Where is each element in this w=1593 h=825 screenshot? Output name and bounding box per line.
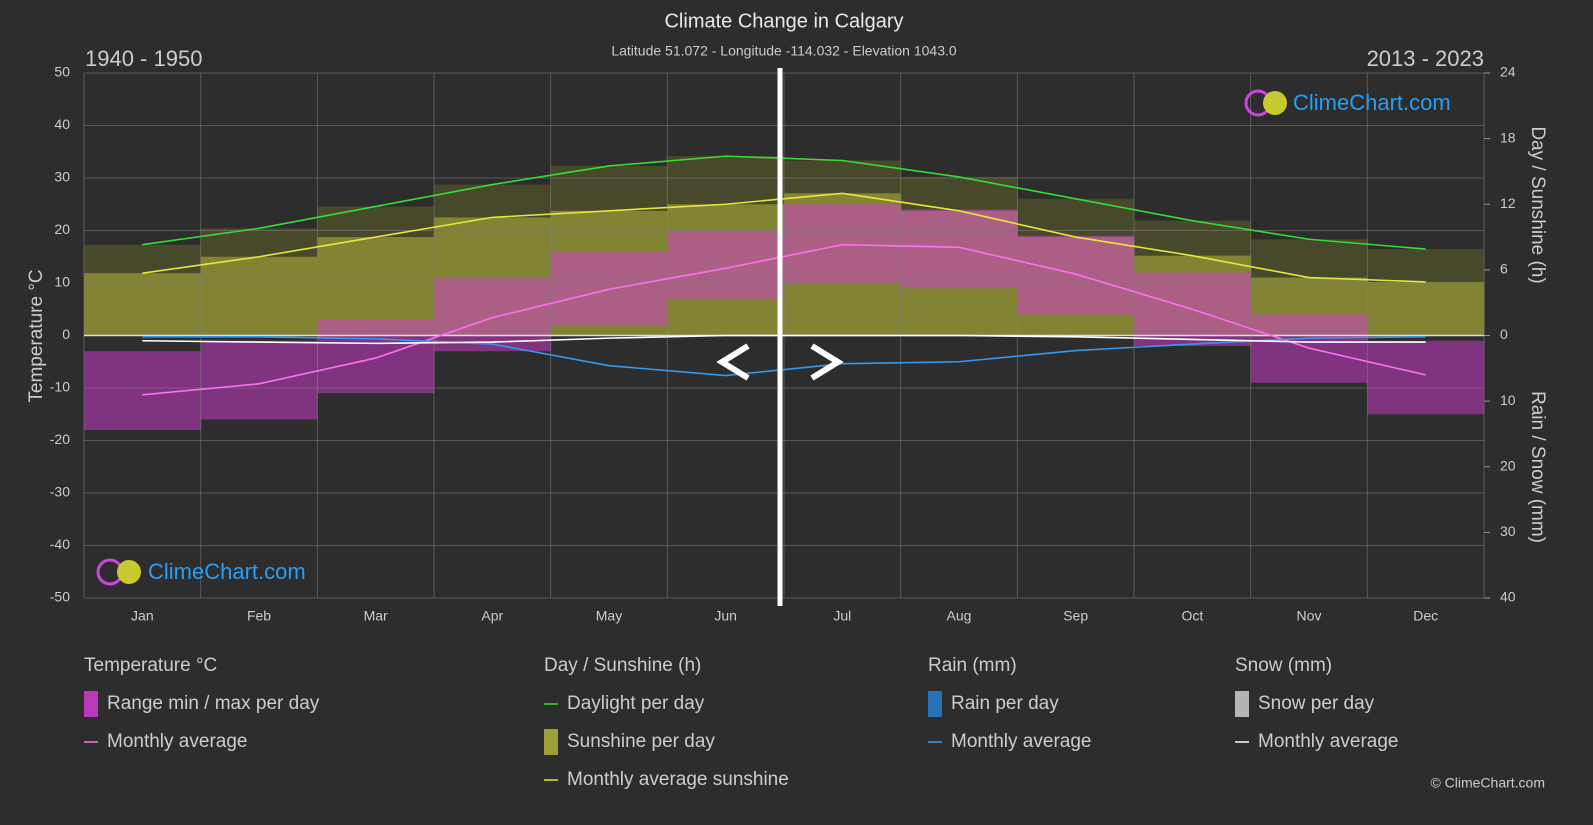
legend: Temperature °C Range min / max per day Mon… <box>84 655 1398 790</box>
y3-tick-label: 20 <box>1500 457 1516 473</box>
series-line <box>142 192 1426 283</box>
y2-tick-label: 0 <box>1500 326 1508 342</box>
y-tick-label: -20 <box>50 431 70 447</box>
legend-label: Daylight per day <box>567 693 705 714</box>
y2-tick-label: 18 <box>1500 129 1516 145</box>
x-tick-label: Jan <box>131 608 154 624</box>
legend-label: Monthly average <box>951 731 1091 752</box>
y-tick-label: 50 <box>54 64 70 80</box>
legend-swatch-box <box>544 729 558 755</box>
legend-label: Sunshine per day <box>567 731 715 752</box>
chart-title: Climate Change in Calgary <box>664 10 903 32</box>
x-tick-label: Aug <box>947 608 972 624</box>
y-tick-label: -30 <box>50 484 70 500</box>
prev-arrow[interactable] <box>716 343 750 381</box>
watermark: ClimeChart.com <box>1293 90 1451 115</box>
y-axis-label: Temperature °C <box>26 269 47 402</box>
x-tick-label: May <box>596 608 622 624</box>
sunshine-bar <box>317 237 435 336</box>
legend-label: Range min / max per day <box>107 693 320 714</box>
y-tick-label: -50 <box>50 589 70 605</box>
temp-range <box>1017 235 1135 315</box>
temp-range <box>550 251 668 325</box>
y3-tick-label: 40 <box>1500 589 1516 605</box>
sunshine-bar <box>1367 281 1485 336</box>
y-tick-label: 0 <box>62 326 70 342</box>
legend-label: Monthly average sunshine <box>567 769 789 790</box>
series-line <box>142 243 1426 396</box>
period-right: 2013 - 2023 <box>1367 46 1484 71</box>
temp-range <box>1367 340 1485 415</box>
x-tick-label: Nov <box>1297 608 1322 624</box>
x-tick-label: Dec <box>1413 608 1438 624</box>
y2-tick-label: 6 <box>1500 261 1508 277</box>
legend-swatch-box <box>1235 691 1249 717</box>
legend-swatch-box <box>84 691 98 717</box>
logo-top: ClimeChart.com <box>1244 89 1451 117</box>
series-line <box>142 336 1426 377</box>
period-left: 1940 - 1950 <box>85 46 202 71</box>
x-tick-label: Mar <box>364 608 388 624</box>
legend-label: Monthly average <box>1258 731 1398 752</box>
watermark: ClimeChart.com <box>148 559 306 584</box>
y3-tick-label: 30 <box>1500 523 1516 539</box>
y-tick-label: 20 <box>54 221 70 237</box>
y-tick-label: 40 <box>54 116 70 132</box>
x-tick-label: Apr <box>481 608 503 624</box>
series-line <box>142 155 1426 250</box>
temp-range <box>317 319 435 394</box>
y3-axis-label: Rain / Snow (mm) <box>1527 391 1548 543</box>
y-tick-label: -10 <box>50 379 70 395</box>
legend-label: Rain per day <box>951 693 1059 714</box>
series-line <box>142 334 1426 345</box>
temp-range <box>900 209 1018 289</box>
legend-title: Temperature °C <box>84 655 217 676</box>
legend-title: Day / Sunshine (h) <box>544 655 701 676</box>
temp-range <box>200 340 318 420</box>
x-tick-label: Oct <box>1181 608 1203 624</box>
temp-range <box>434 277 552 352</box>
legend-label: Monthly average <box>107 731 247 752</box>
x-tick-label: Jun <box>714 608 737 624</box>
next-arrow[interactable] <box>810 343 844 381</box>
x-tick-label: Feb <box>247 608 271 624</box>
legend-swatch-box <box>928 691 942 717</box>
y2-tick-label: 24 <box>1500 64 1516 80</box>
y-tick-label: -40 <box>50 536 70 552</box>
y-tick-label: 30 <box>54 169 70 185</box>
y2-axis-label: Day / Sunshine (h) <box>1527 126 1548 283</box>
legend-label: Snow per day <box>1258 693 1375 714</box>
logo-sun <box>117 560 141 584</box>
copyright: © ClimeChart.com <box>1430 775 1545 791</box>
logo-bottom: ClimeChart.com <box>96 558 306 586</box>
chart-subtitle: Latitude 51.072 - Longitude -114.032 - E… <box>611 43 957 59</box>
y-tick-label: 10 <box>54 274 70 290</box>
logo-sun <box>1263 91 1287 115</box>
sunshine-bar <box>84 273 202 336</box>
legend-title: Snow (mm) <box>1235 655 1332 676</box>
sunshine-bar <box>200 256 318 336</box>
temp-range <box>667 230 785 299</box>
temp-range <box>784 204 902 283</box>
plot-area: -50 -40 -30 -20 -10 0 10 20 30 40 50 0 6 12 18 24 10 20 30… <box>50 64 1516 624</box>
legend-title: Rain (mm) <box>928 655 1017 676</box>
x-tick-label: Sep <box>1063 608 1088 624</box>
x-tick-label: Jul <box>833 608 851 624</box>
y2-tick-label: 12 <box>1500 195 1516 211</box>
y3-tick-label: 10 <box>1500 392 1516 408</box>
